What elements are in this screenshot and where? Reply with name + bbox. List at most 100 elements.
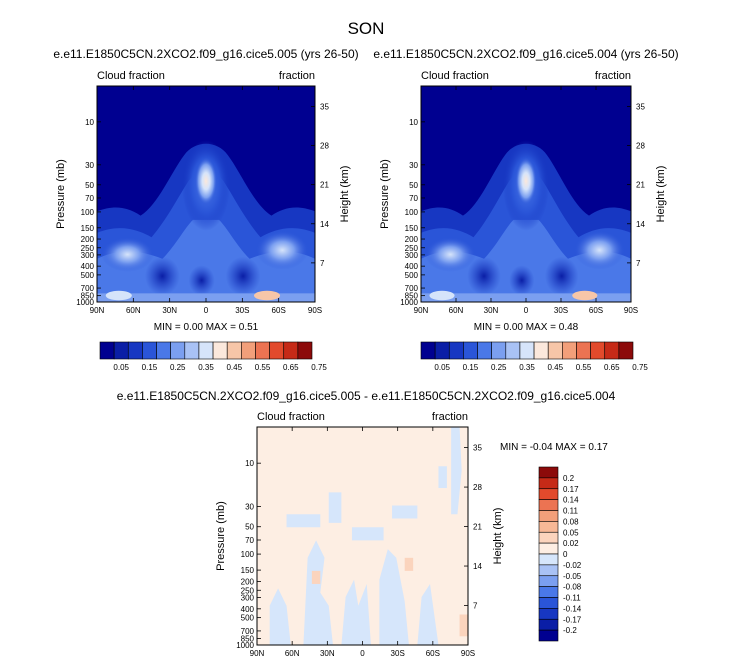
colorbar-box [533,341,549,360]
y2-tick-label: 7 [636,259,641,268]
y-tick-label: 70 [85,194,94,203]
colorbar-box [99,341,115,360]
y-tick-label: 1000 [236,641,254,650]
colorbar-vertical: 0.2 0.17 0.14 0.110.08 0.05 0.02 0 -0.02 -0.05 -0… [538,466,582,642]
colorbar-label: 0.05 [113,363,129,372]
x-tick-label: 60N [285,649,300,658]
x-tick-label: 30S [391,649,405,658]
colorbar-label: 0.25 [170,363,186,372]
colorbar-box [538,575,559,587]
y2-tick-label: 21 [320,181,329,190]
colorbar-label: 0.45 [547,363,563,372]
x-tick-label: 30S [235,306,249,315]
figure-title: SON [348,19,385,38]
x-tick-label: 90S [624,306,638,315]
y-tick-label: 850 [405,292,419,301]
y-tick-label: 30 [245,503,254,512]
y2-tick-label: 14 [636,220,645,229]
y-tick-label: 500 [405,271,419,280]
colorbar-label: -0.14 [563,604,582,613]
y-tick-label: 150 [241,566,255,575]
colorbar-box [434,341,450,360]
y2-tick-label: 14 [320,220,329,229]
panel-title: e.e11.E1850C5CN.2XCO2.f09_g16.cice5.005 … [117,389,616,403]
colorbar-label: 0.15 [463,363,479,372]
x-tick-label: 30N [484,306,499,315]
x-tick-label: 90N [414,306,429,315]
contour-field [421,86,631,302]
y-tick-label: 300 [241,593,255,602]
y-tick-label: 250 [405,244,419,253]
y-tick-label: 200 [241,577,255,586]
colorbar-label: 0.02 [563,539,579,548]
y-tick-label: 1000 [400,298,418,307]
colorbar-box [198,341,214,360]
y-tick-label: 300 [405,251,419,260]
y-tick-label: 700 [241,627,255,636]
colorbar-label: 0.05 [563,528,579,537]
y2-tick-label: 28 [473,483,482,492]
colorbar-box [519,341,535,360]
min-max-label: MIN = 0.00 MAX = 0.48 [474,322,579,333]
min-max-label: MIN = -0.04 MAX = 0.17 [500,442,608,453]
colorbar-box [505,341,521,360]
colorbar-label: 0.35 [198,363,214,372]
x-tick-label: 0 [360,649,365,658]
colorbar-label: 0.65 [604,363,620,372]
colorbar-label: -0.02 [563,561,582,570]
y-tick-label: 30 [409,161,418,170]
y2-axis-label: Height (km) [492,508,504,565]
x-tick-label: 90S [461,649,475,658]
colorbar-label: -0.05 [563,572,582,581]
y-tick-label: 400 [81,262,95,271]
y-tick-label: 50 [245,523,254,532]
y-tick-label: 10 [85,118,94,127]
colorbar-box [283,341,299,360]
y2-tick-label: 28 [636,142,645,151]
panel-top-left: e.e11.E1850C5CN.2XCO2.f09_g16.cice5.005 … [53,47,358,372]
colorbar-box [113,341,129,360]
x-tick-label: 0 [204,306,209,315]
x-tick-label: 60N [126,306,141,315]
colorbar-label: -0.17 [563,615,582,624]
colorbar-box [142,341,157,360]
panel-bottom: e.e11.E1850C5CN.2XCO2.f09_g16.cice5.005 … [117,389,616,658]
colorbar-box [156,341,171,360]
y2-tick-label: 28 [320,142,329,151]
y-tick-label: 250 [241,586,255,595]
x-tick-label: 30S [554,306,568,315]
y-tick-label: 200 [405,235,419,244]
colorbar-label: 0.35 [519,363,535,372]
y-tick-label: 500 [241,614,255,623]
colorbar-box [297,341,313,360]
colorbar-box [491,341,507,360]
colorbar-label: 0.2 [563,474,575,483]
colorbar-box [212,341,228,360]
colorbar-box [538,608,559,620]
y-tick-label: 1000 [76,298,94,307]
y-axis-label: Pressure (mb) [55,159,67,229]
y-axis-label: Pressure (mb) [379,159,391,229]
x-tick-label: 30N [320,649,335,658]
left-string: Cloud fraction [421,70,489,82]
colorbar-box [538,466,559,479]
y-tick-label: 400 [405,262,419,271]
colorbar-label: 0.75 [632,363,648,372]
colorbar-label: 0 [563,550,568,559]
colorbar-box [538,521,559,533]
y-tick-label: 700 [81,284,95,293]
y2-tick-label: 35 [473,444,482,453]
colorbar-box [184,341,200,360]
left-string: Cloud fraction [257,411,325,423]
colorbar-box [538,542,559,555]
y2-tick-label: 35 [320,102,329,111]
contour-field [97,86,315,302]
colorbar-box [538,531,559,544]
y-tick-label: 850 [241,635,255,644]
colorbar-box [538,553,559,566]
colorbar-box [538,499,559,511]
y-tick-label: 850 [81,292,95,301]
colorbar-box [538,488,559,500]
y2-tick-label: 21 [473,523,482,532]
